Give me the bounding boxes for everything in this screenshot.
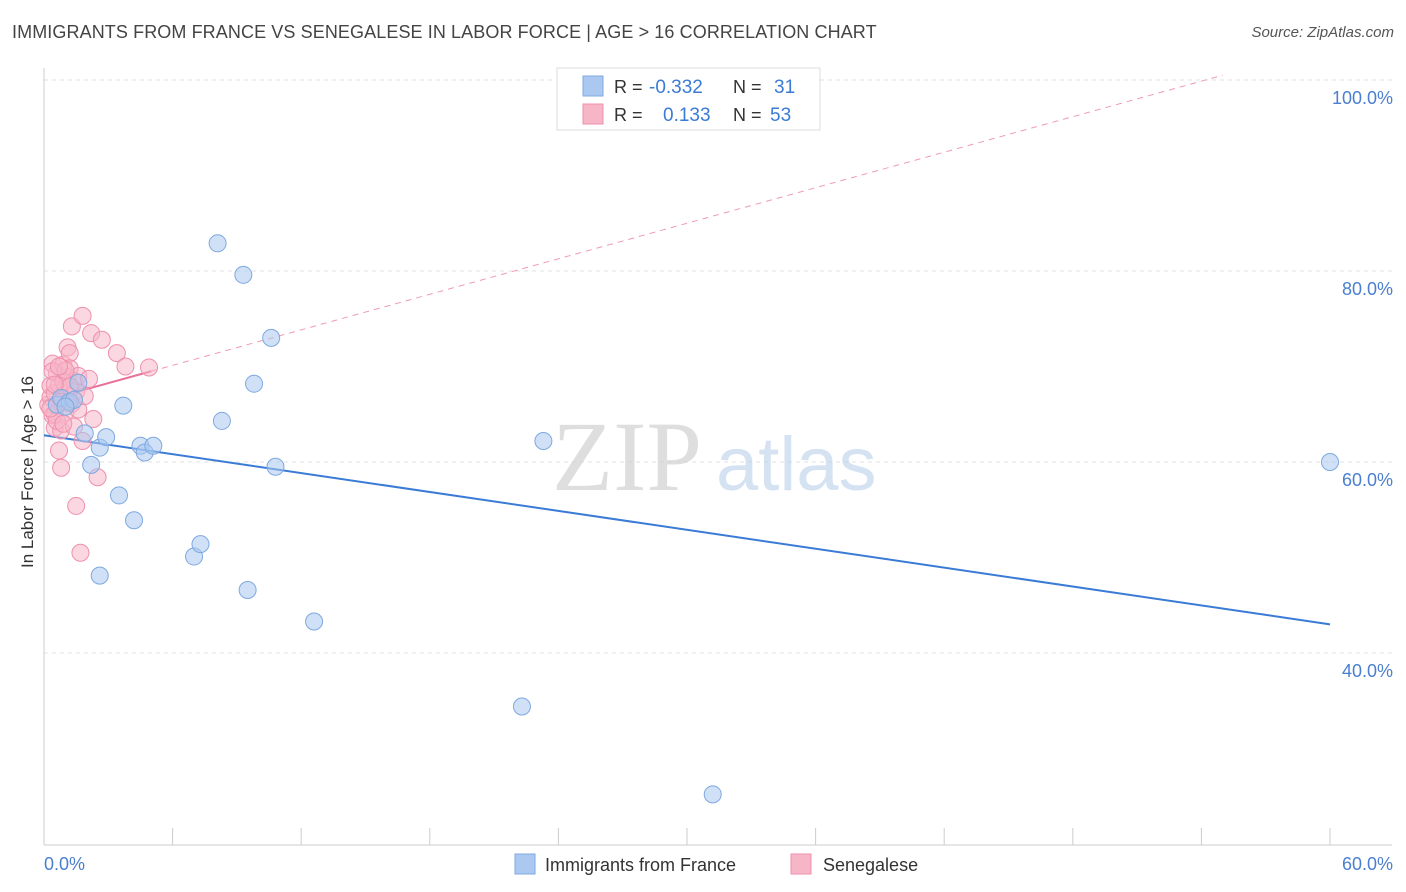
legend-label-france: Immigrants from France <box>545 855 736 875</box>
data-point-france <box>266 457 285 476</box>
data-point-france <box>212 411 231 430</box>
data-point-france <box>110 486 129 505</box>
legend-r-label: R = <box>614 105 643 125</box>
watermark-zip: ZIP <box>552 401 702 512</box>
y-axis-label-wrap: In Labor Force | Age > 16 <box>18 376 38 588</box>
legend-swatch-france <box>582 75 604 97</box>
axes <box>43 68 1392 846</box>
legend-r-label: R = <box>614 77 643 97</box>
legend-label-senegalese: Senegalese <box>823 855 918 875</box>
data-point-france <box>703 785 722 804</box>
data-point-france <box>234 265 253 284</box>
data-point-senegalese <box>52 458 71 477</box>
data-point-france <box>90 566 109 585</box>
data-point-senegalese <box>71 543 90 562</box>
data-point-france <box>245 374 264 393</box>
data-point-france <box>1321 453 1339 471</box>
stats-legend: R = -0.332 N = 31 R = 0.133 N = 53 <box>556 67 821 131</box>
legend-r-value: -0.332 <box>649 77 703 98</box>
trend-lines <box>43 74 1331 626</box>
watermark: ZIP atlas <box>552 401 877 512</box>
data-point-france <box>238 580 257 599</box>
data-point-france <box>75 424 94 443</box>
y-tick-labels: 100.0% 80.0% 60.0% 40.0% <box>1332 88 1393 681</box>
chart-title: IMMIGRANTS FROM FRANCE VS SENEGALESE IN … <box>12 22 877 42</box>
x-ticks <box>172 828 1331 845</box>
watermark-atlas: atlas <box>716 422 877 507</box>
y-axis-label: In Labor Force | Age > 16 <box>18 375 37 568</box>
y-tick-label: 40.0% <box>1342 661 1393 681</box>
data-point-senegalese <box>73 306 92 325</box>
data-point-senegalese <box>54 414 73 433</box>
data-point-senegalese <box>67 496 86 515</box>
data-point-france <box>305 612 324 631</box>
x-tick-labels: 0.0% 60.0% <box>44 854 1393 874</box>
data-point-france <box>97 428 116 447</box>
data-point-senegalese <box>92 330 111 349</box>
x-tick-label: 60.0% <box>1342 854 1393 874</box>
trend-line-senegalese-extended <box>151 74 1223 372</box>
data-point-senegalese <box>116 357 135 376</box>
data-point-france <box>512 697 531 716</box>
data-point-senegalese <box>107 344 126 363</box>
legend-swatch-france <box>514 853 536 875</box>
legend-n-label: N = <box>733 105 762 125</box>
legend-swatch-senegalese <box>582 103 604 125</box>
series-legend: Immigrants from France Senegalese <box>514 853 918 875</box>
legend-n-label: N = <box>733 77 762 97</box>
data-point-senegalese <box>50 441 69 460</box>
data-point-france <box>69 373 88 392</box>
data-point-france <box>191 535 210 554</box>
legend-n-value: 31 <box>774 77 795 98</box>
y-tick-label: 100.0% <box>1332 88 1393 108</box>
source-credit: Source: ZipAtlas.com <box>1251 24 1394 41</box>
data-point-france <box>144 436 163 455</box>
data-point-france <box>262 328 281 347</box>
data-point-france <box>125 511 144 530</box>
data-point-france <box>208 234 227 253</box>
data-point-senegalese <box>50 357 69 376</box>
legend-n-value: 53 <box>770 105 791 126</box>
y-tick-label: 60.0% <box>1342 470 1393 490</box>
france-points <box>47 234 1339 804</box>
legend-swatch-senegalese <box>790 853 812 875</box>
grid <box>44 79 1392 654</box>
y-tick-label: 80.0% <box>1342 279 1393 299</box>
x-tick-label: 0.0% <box>44 854 85 874</box>
data-point-france <box>56 397 75 416</box>
data-point-france <box>534 431 553 450</box>
data-point-france <box>114 396 133 415</box>
trend-line-france <box>43 434 1331 626</box>
data-point-france <box>82 455 101 474</box>
data-point-senegalese <box>140 358 159 377</box>
data-point-senegalese <box>84 410 103 429</box>
legend-r-value: 0.133 <box>663 105 711 126</box>
